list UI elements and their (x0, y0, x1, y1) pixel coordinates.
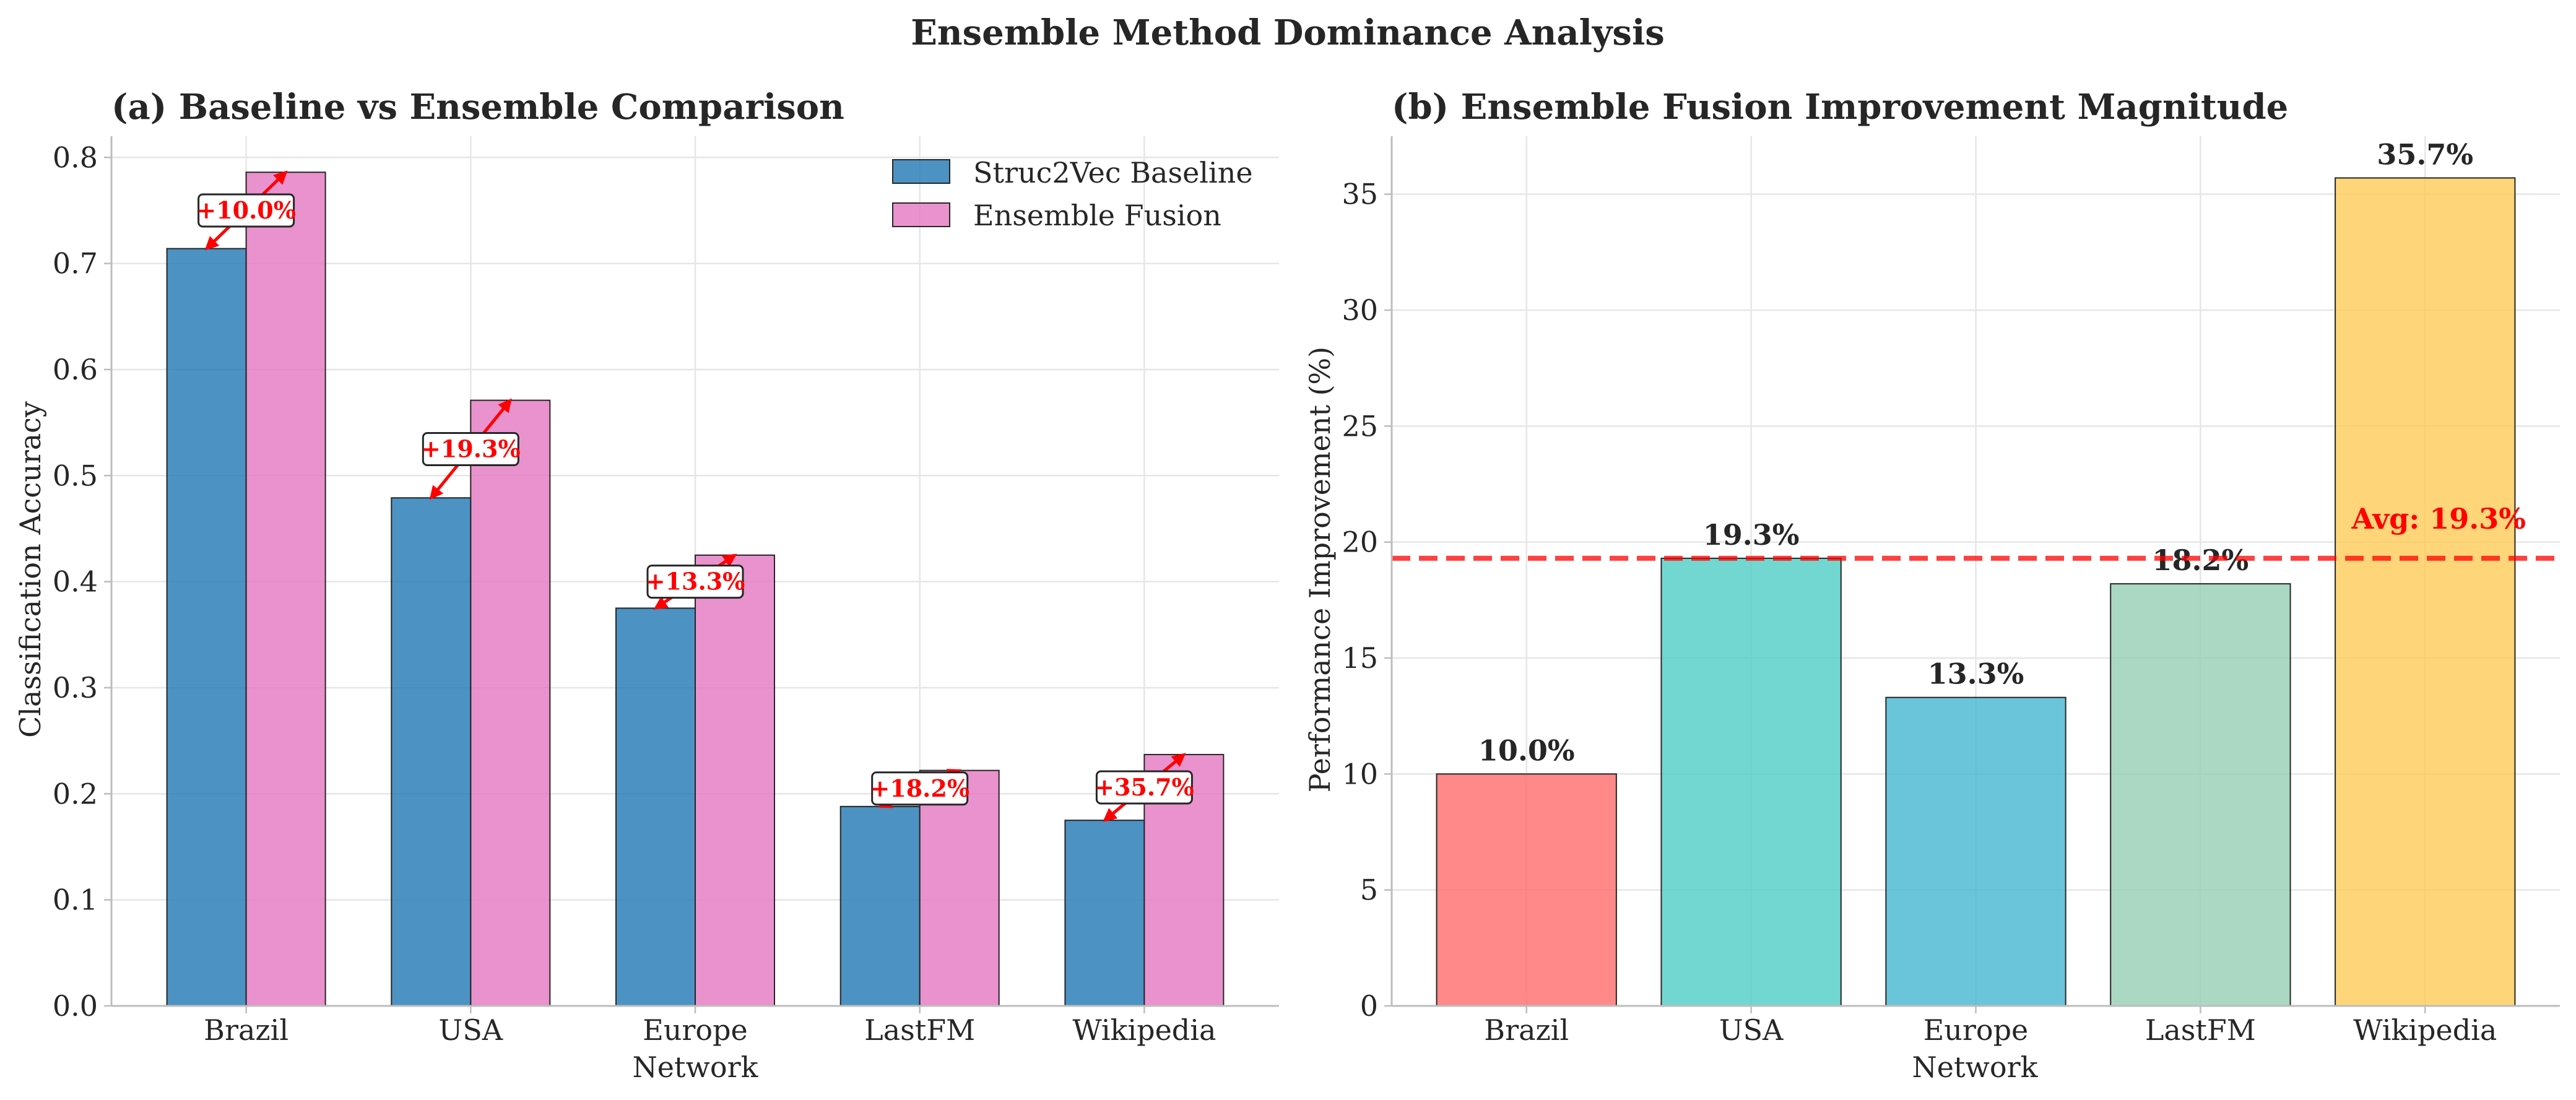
panel-a-y-tick-label: 0.3 (53, 671, 98, 704)
bar-struc2vec-baseline-brazil (166, 248, 247, 1007)
panel-a-axes: 0.0 0.1 0.2 0.3 0.4 0.5 0.6 0.7 0.8 Brazil USA Euro… (53, 136, 1279, 1047)
bar-ensemble-fusion-brazil (245, 171, 326, 1007)
panel-b-y-tick-label: 20 (1342, 526, 1378, 559)
panel-a-y-axis-label: Classification Accuracy (14, 401, 47, 738)
value-label-europe: 13.3% (1928, 657, 2024, 691)
panel-b-x-tick-label-brazil: Brazil (1484, 1013, 1569, 1047)
panel-b-y-axis-label: Performance Improvement (%) (1303, 347, 1337, 792)
panel-a-x-tick-label-brazil: Brazil (204, 1013, 288, 1047)
bar-ensemble-fusion-europe (695, 554, 775, 1007)
panel-a-annotations: +10.0% +19.3% +13.3% +18.2% +35.7% (196, 170, 1194, 822)
panel-a-y-tick-label: 0.5 (53, 459, 98, 492)
panel-b-bars: 10.0%19.3%13.3%18.2%35.7% (1436, 137, 2516, 1007)
panel-a-y-tick-label: 0.2 (53, 777, 98, 810)
bar-struc2vec-baseline-wikipedia (1064, 820, 1145, 1007)
improvement-bar-lastfm (2110, 583, 2291, 1007)
annotation-box-lastfm (871, 771, 969, 806)
annotation-box-brazil (197, 193, 295, 228)
panel-a-bars (166, 171, 1225, 1007)
panel-a-x-tick-label-wikipedia: Wikipedia (1072, 1013, 1216, 1047)
annotation-label-wikipedia: +35.7% (1095, 773, 1194, 801)
bar-ensemble-fusion-usa (470, 399, 551, 1007)
value-label-wikipedia: 35.7% (2377, 137, 2473, 171)
panel-b-axes: 0 5 10 15 20 25 30 35 Brazil USA Europe LastFM Wikip… (1342, 136, 2560, 1047)
value-label-brazil: 10.0% (1478, 734, 1575, 767)
panel-a-x-tick-label-europe: Europe (643, 1013, 748, 1047)
panel-a-x-tick-label-usa: USA (439, 1013, 503, 1047)
panel-a-y-tick-label: 0.0 (53, 989, 98, 1023)
panel-b-y-tick-label: 25 (1342, 409, 1378, 443)
panel-a-y-tick-label: 0.4 (53, 565, 98, 599)
panel-a-y-tick-label: 0.1 (53, 883, 98, 917)
average-label: Avg: 19.3% (2351, 502, 2526, 535)
panel-b-y-tick-label: 35 (1342, 178, 1378, 211)
annotation-box-usa (422, 431, 519, 466)
panel-b-y-tick-label: 5 (1360, 873, 1378, 907)
annotation-label-lastfm: +18.2% (870, 774, 969, 802)
panel-a-title: (a) Baseline vs Ensemble Comparison (111, 87, 844, 128)
improvement-bar-usa (1660, 557, 1842, 1007)
value-label-usa: 19.3% (1703, 518, 1800, 552)
panel-b-title: (b) Ensemble Fusion Improvement Magnitud… (1392, 87, 2288, 128)
annotation-label-brazil: +10.0% (196, 196, 296, 224)
panel-a-y-tick-label: 0.7 (53, 247, 98, 280)
panel-b-y-tick-label: 0 (1360, 989, 1378, 1023)
legend-label-ensemble-fusion: Ensemble Fusion (973, 199, 1221, 232)
panel-b-x-tick-label-lastfm: LastFM (2145, 1013, 2256, 1047)
bar-struc2vec-baseline-usa (391, 497, 472, 1007)
panel-b-y-tick-label: 15 (1342, 641, 1378, 675)
panel-a-baseline-vs-ensemble: (a) Baseline vs Ensemble Comparison +10.… (14, 87, 1279, 1084)
panel-b-x-tick-label-europe: Europe (1923, 1013, 2029, 1047)
bar-ensemble-fusion-lastfm (919, 769, 1000, 1007)
panel-b-y-tick-label: 30 (1342, 293, 1378, 327)
improvement-bar-brazil (1436, 773, 1617, 1007)
annotation-label-europe: +13.3% (646, 568, 745, 595)
panel-a-legend: Struc2Vec Baseline Ensemble Fusion (892, 156, 1253, 232)
panel-b-improvement-magnitude: (b) Ensemble Fusion Improvement Magnitud… (1303, 87, 2560, 1084)
panel-a-x-axis-label: Network (633, 1050, 759, 1084)
legend-label-struc2vec-baseline: Struc2Vec Baseline (973, 156, 1253, 189)
annotation-label-usa: +19.3% (421, 435, 521, 462)
panel-b-y-tick-label: 10 (1342, 757, 1378, 790)
panel-a-y-tick-label: 0.8 (53, 141, 98, 174)
annotation-box-wikipedia (1095, 770, 1193, 805)
figure-title: Ensemble Method Dominance Analysis (911, 12, 1665, 53)
panel-a-y-tick-label: 0.6 (53, 353, 98, 386)
panel-a-x-tick-label-lastfm: LastFM (864, 1013, 975, 1047)
panel-b-x-tick-label-usa: USA (1719, 1013, 1784, 1047)
panel-b-x-axis-label: Network (1912, 1050, 2039, 1084)
annotation-box-europe (646, 565, 744, 599)
improvement-bar-wikipedia (2335, 177, 2516, 1007)
panel-b-average-line: Avg: 19.3% (1392, 502, 2560, 561)
legend-swatch-ensemble-fusion (892, 202, 950, 227)
panel-b-x-tick-label-wikipedia: Wikipedia (2353, 1013, 2497, 1047)
bar-struc2vec-baseline-europe (615, 607, 696, 1007)
legend-swatch-struc2vec-baseline (892, 159, 950, 184)
improvement-bar-europe (1885, 696, 2066, 1007)
bar-struc2vec-baseline-lastfm (839, 805, 921, 1007)
